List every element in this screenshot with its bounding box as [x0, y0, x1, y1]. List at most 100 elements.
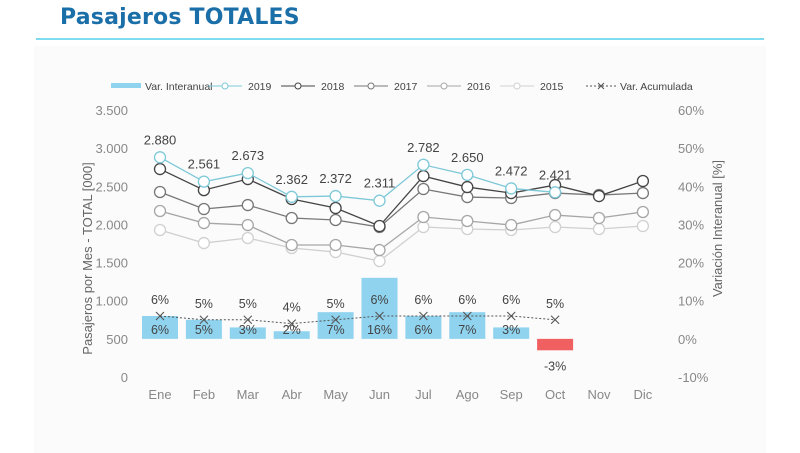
- legend-label: Var. Acumulada: [620, 81, 693, 93]
- point-2016: [636, 205, 650, 219]
- y2-tick-label: -10%: [678, 370, 709, 385]
- point-2019: [241, 166, 254, 180]
- bar-var-interanual: [361, 277, 398, 339]
- point-2017: [636, 186, 650, 200]
- point-2016: [329, 238, 342, 252]
- legend-label: 2015: [540, 81, 564, 93]
- title-divider: [36, 38, 764, 40]
- data-label-2019: 2.561: [188, 157, 221, 172]
- point-2015: [373, 254, 386, 268]
- x-tick-label: Oct: [545, 387, 566, 402]
- point-2017: [153, 185, 167, 199]
- legend-label: 2019: [248, 81, 272, 93]
- marker-var-acumulada: [155, 311, 165, 321]
- data-label-2019: 2.650: [451, 150, 484, 165]
- point-2018: [373, 219, 386, 233]
- point-2016: [197, 216, 211, 230]
- bar-label: 16%: [367, 323, 392, 337]
- y-tick-label: 3.500: [95, 103, 128, 118]
- bar-label: 6%: [414, 323, 432, 337]
- line-2015: [159, 225, 643, 262]
- point-2017: [417, 182, 430, 196]
- marker-var-acumulada: [287, 319, 297, 328]
- point-2015: [197, 236, 211, 250]
- x-tick-label: May: [323, 387, 348, 402]
- legend-label: 2018: [321, 81, 345, 93]
- chart-panel: [34, 46, 766, 453]
- data-label-2019: 2.362: [275, 172, 308, 187]
- legend-marker-var-acumulada: [597, 82, 605, 90]
- point-2017: [285, 211, 298, 225]
- point-2016: [153, 204, 167, 218]
- y-tick-label: 0: [121, 370, 128, 385]
- point-2016: [548, 208, 562, 222]
- bar-var-interanual: [185, 319, 222, 339]
- point-2019: [197, 175, 211, 188]
- point-2015: [592, 222, 606, 236]
- y2-tick-label: 20%: [678, 256, 704, 271]
- point-2016: [241, 218, 254, 232]
- bar-label: 5%: [195, 323, 213, 337]
- bar-label: 3%: [239, 323, 257, 337]
- point-2019: [461, 168, 474, 181]
- bar-label: 6%: [151, 323, 169, 337]
- point-2016: [505, 218, 518, 232]
- cumulative-label: 5%: [239, 297, 257, 311]
- x-tick-label: Jul: [415, 387, 432, 402]
- point-2018: [153, 162, 167, 176]
- point-2018: [417, 169, 430, 183]
- legend-marker-2019: [221, 82, 229, 90]
- x-tick-label: Feb: [193, 387, 215, 402]
- marker-var-acumulada: [419, 311, 428, 321]
- legend-label: Var. Interanual: [145, 81, 213, 93]
- cumulative-label: 5%: [195, 297, 213, 311]
- bar-var-interanual: [229, 327, 266, 339]
- point-2017: [241, 198, 254, 212]
- marker-var-acumulada: [375, 311, 384, 321]
- data-label-2019: 2.311: [364, 176, 396, 191]
- marker-var-acumulada: [462, 311, 472, 321]
- x-tick-label: Abr: [282, 387, 303, 402]
- data-label-2019: 2.472: [495, 163, 528, 178]
- point-2019: [548, 186, 562, 199]
- data-label-2019: 2.421: [539, 167, 572, 182]
- legend-swatch-var-interanual: [111, 83, 141, 88]
- bar-var-interanual: [537, 338, 574, 351]
- marker-var-acumulada: [506, 311, 516, 321]
- y2-axis-label: Variación Interanual [%]: [710, 160, 725, 297]
- bar-label: 7%: [458, 323, 476, 337]
- legend-label: 2016: [467, 81, 491, 93]
- point-2019: [505, 182, 518, 195]
- point-2017: [197, 202, 211, 216]
- line-2019: [159, 156, 556, 202]
- point-2019: [153, 151, 167, 164]
- bar-label: -3%: [544, 359, 566, 373]
- data-label-2019: 2.880: [144, 132, 177, 147]
- marker-var-acumulada: [331, 315, 340, 325]
- line-2016: [159, 210, 643, 251]
- bar-label: 2%: [283, 323, 301, 337]
- point-2019: [329, 189, 342, 203]
- cumulative-label: 5%: [546, 297, 564, 311]
- point-2018: [592, 189, 606, 203]
- cumulative-label: 6%: [151, 293, 169, 307]
- bar-label: 3%: [502, 323, 520, 337]
- data-label-2019: 2.782: [407, 140, 440, 155]
- marker-var-acumulada: [550, 315, 560, 325]
- point-2016: [592, 211, 606, 225]
- x-tick-label: Jun: [369, 387, 390, 402]
- x-tick-label: Ago: [456, 387, 479, 402]
- x-tick-label: Nov: [587, 387, 611, 402]
- line-var-acumulada: [159, 315, 556, 325]
- line-2017: [159, 188, 643, 228]
- cumulative-label: 6%: [502, 293, 520, 307]
- x-tick-label: Mar: [237, 387, 260, 402]
- point-2015: [153, 223, 167, 237]
- point-2019: [373, 194, 386, 207]
- legend-marker-2018: [294, 82, 302, 90]
- y-tick-label: 2.000: [95, 217, 128, 232]
- y2-tick-label: 0%: [678, 332, 697, 347]
- line-2018: [159, 168, 644, 227]
- point-2018: [461, 180, 474, 194]
- y-tick-label: 1.000: [95, 294, 128, 309]
